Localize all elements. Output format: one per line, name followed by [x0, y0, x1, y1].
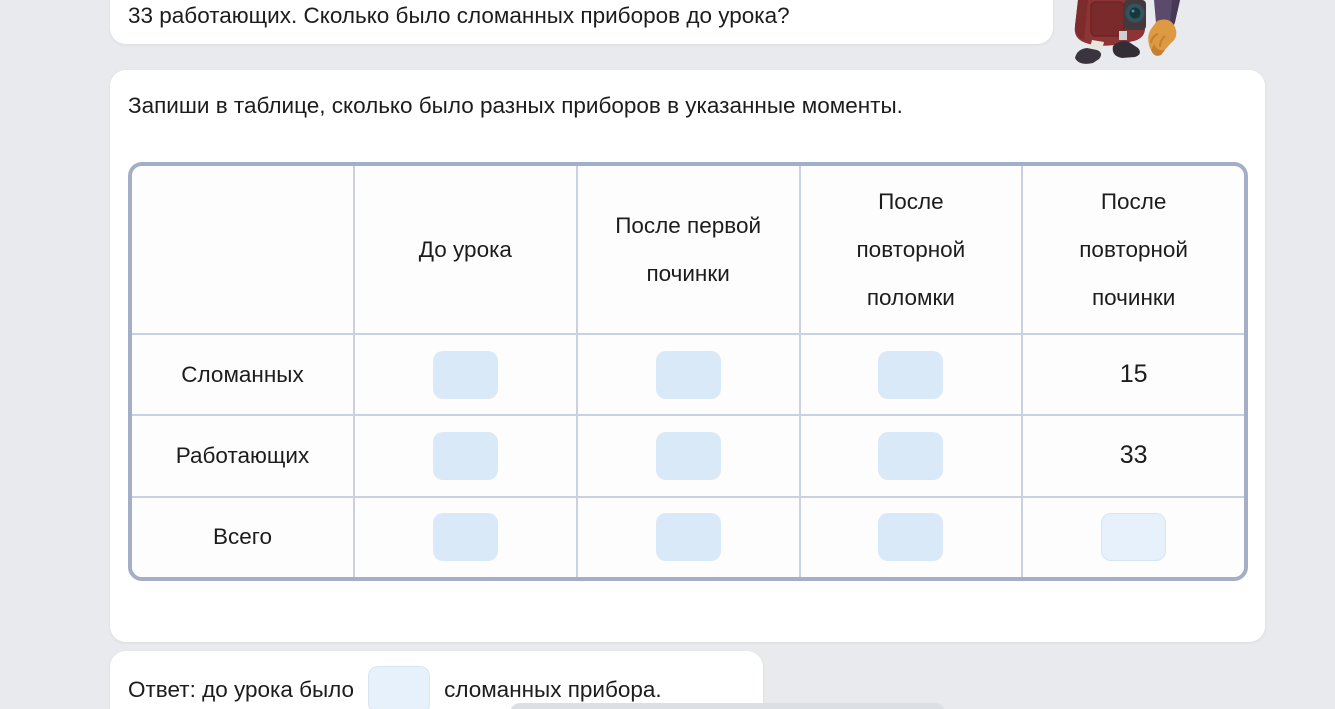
table-row-total: Всего — [132, 495, 1244, 577]
cell-working-before-lesson — [355, 416, 578, 496]
row-label-broken: Сломанных — [181, 361, 304, 387]
input-total-after-first-repair[interactable] — [655, 513, 721, 562]
cell-broken-after-second-breakdown — [800, 335, 1024, 415]
answer-suffix-text: сломанных прибора. — [444, 677, 662, 702]
question-text: 33 работающих. Сколько было сломанных пр… — [128, 3, 790, 28]
row-label-cell: Сломанных — [132, 335, 355, 415]
header-cell-before-lesson: До урока — [355, 166, 578, 333]
header-cell-after-first-repair: После первой починки — [577, 166, 801, 333]
cell-total-before-lesson — [355, 497, 578, 577]
column-header-label: поломки — [866, 284, 955, 310]
input-broken-after-second-breakdown[interactable] — [878, 350, 944, 399]
value-broken-after-second-repair: 15 — [1119, 360, 1148, 389]
cell-broken-before-lesson — [355, 335, 578, 415]
devices-table: До урока После первой починки После повт… — [128, 162, 1248, 581]
mascot-character-icon — [1062, 0, 1192, 68]
value-working-after-second-repair: 33 — [1119, 441, 1148, 470]
table-header-row: До урока После первой починки После повт… — [132, 166, 1244, 333]
cell-broken-after-first-repair — [577, 335, 801, 415]
cell-total-after-first-repair — [577, 497, 801, 577]
answer-prefix-text: Ответ: до урока было — [128, 677, 355, 702]
input-broken-after-first-repair[interactable] — [655, 350, 721, 399]
cell-total-after-second-repair — [1023, 497, 1244, 577]
column-header-label: До урока — [418, 236, 512, 262]
column-header-label: починки — [1091, 284, 1176, 310]
row-label-total: Всего — [213, 524, 272, 550]
column-header-label: повторной — [1079, 236, 1188, 262]
cell-total-after-second-breakdown — [800, 497, 1024, 577]
table-row-working: Работающих 33 — [132, 414, 1244, 496]
input-working-after-second-breakdown[interactable] — [878, 431, 944, 480]
row-label-cell: Работающих — [132, 416, 355, 496]
cell-broken-after-second-repair: 15 — [1023, 335, 1244, 415]
cell-working-after-second-repair: 33 — [1023, 416, 1244, 496]
table-row-broken: Сломанных 15 — [132, 333, 1244, 415]
input-working-before-lesson[interactable] — [432, 431, 498, 480]
header-cell-after-second-repair: После повторной починки — [1023, 166, 1244, 333]
cell-working-after-second-breakdown — [800, 416, 1024, 496]
input-total-after-second-breakdown[interactable] — [878, 513, 944, 562]
task-card: Запиши в таблице, сколько было разных пр… — [110, 70, 1265, 642]
mascot-image — [1074, 0, 1180, 64]
bottom-button-peek[interactable] — [510, 703, 945, 709]
column-header-label: починки — [646, 260, 730, 286]
cell-working-after-first-repair — [577, 416, 801, 496]
input-broken-before-lesson[interactable] — [432, 350, 498, 399]
input-total-after-second-repair[interactable] — [1101, 513, 1167, 562]
header-cell-after-second-breakdown: После повторной поломки — [800, 166, 1024, 333]
answer-card: Ответ: до урока было сломанных прибора. — [110, 651, 763, 709]
header-cell-empty — [132, 166, 355, 333]
row-label-working: Работающих — [175, 442, 310, 468]
column-header-label: После — [1100, 188, 1167, 214]
row-label-cell: Всего — [132, 497, 355, 577]
input-total-before-lesson[interactable] — [432, 513, 498, 562]
input-working-after-first-repair[interactable] — [655, 431, 721, 480]
column-header-label: повторной — [856, 236, 966, 262]
answer-input[interactable] — [368, 666, 431, 709]
column-header-label: После первой — [615, 212, 762, 238]
column-header-label: После — [878, 188, 944, 214]
task-instruction: Запиши в таблице, сколько было разных пр… — [128, 93, 903, 118]
question-card: 33 работающих. Сколько было сломанных пр… — [110, 0, 1053, 44]
